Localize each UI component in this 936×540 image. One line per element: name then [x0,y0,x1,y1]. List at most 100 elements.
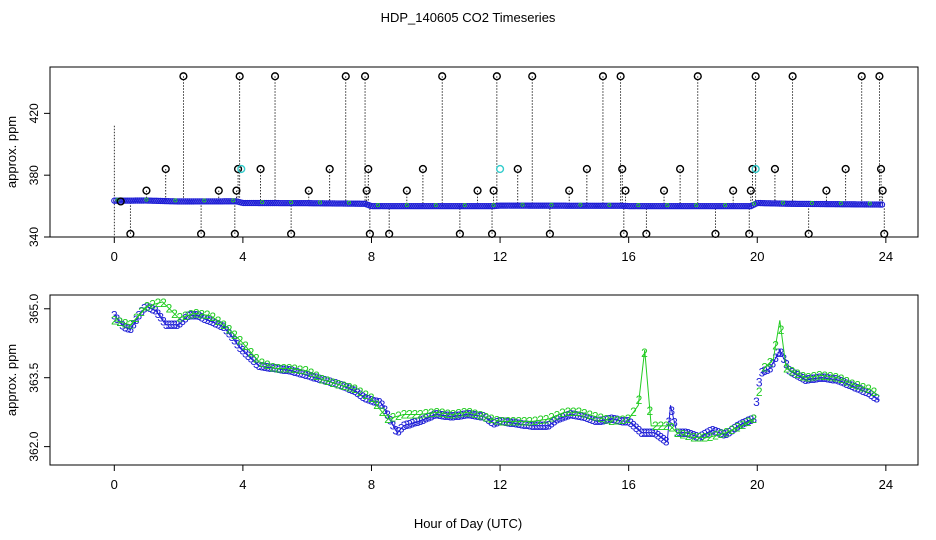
top-outlier-point [196,229,206,239]
bottom-series-blue-point: 3 [780,352,787,366]
bottom-y-axis-label: approx. ppm [4,344,19,416]
top-x-tick-label: 24 [879,249,893,264]
top-outlier-point [822,186,831,195]
top-series-point [197,198,205,205]
top-series-point [766,200,774,207]
bottom-series-green-point: 2 [821,369,828,383]
top-outlier-point [621,186,630,195]
top-series-point [128,197,135,204]
bottom-series-blue-point: 3 [810,372,817,386]
bottom-series-blue-point: 3 [412,416,419,430]
bottom-series-blue-point: 3 [461,408,468,422]
top-series-point [278,199,286,207]
bottom-series-blue-point: 3 [712,425,719,439]
bottom-series-blue-point: 3 [518,417,525,431]
top-outlier-point [270,72,280,81]
bottom-series-green-point: 2 [756,385,763,399]
top-series-point [138,197,145,204]
bottom-series-green-point: 2 [657,419,664,433]
top-series-point [527,202,535,209]
bottom-series-blue-point: 3 [256,359,263,373]
bottom-series-blue-point: 3 [636,424,643,438]
bottom-series-blue-point: 3 [305,369,312,383]
bottom-series-blue-point: 3 [770,356,777,370]
bottom-series-green-point: 2 [319,372,326,386]
top-series-point [126,197,133,204]
top-series-point [718,202,726,210]
bottom-series-green-point: 2 [647,404,654,418]
top-series-point [732,202,739,210]
bottom-series-blue-point: 3 [122,321,129,335]
bottom-series-blue-point: 3 [215,318,222,332]
bottom-series-green-point: 2 [401,407,408,421]
bottom-series-blue-point: 3 [789,365,796,379]
bottom-series-blue-point: 3 [726,425,733,439]
top-outlier-point [788,72,797,81]
bottom-series-green-point: 2 [690,430,697,444]
bottom-series-blue-point: 3 [444,409,451,423]
bottom-series-blue-point: 3 [851,380,858,394]
top-series-point [815,200,822,208]
top-outlier-point [711,229,720,239]
top-series-point [763,200,770,207]
top-series-point [705,202,712,210]
bottom-series-blue-point: 3 [783,358,790,372]
top-series-point [846,201,853,208]
bottom-series-green-point: 2 [116,315,123,329]
top-series-point [356,200,363,207]
bottom-series-green-point: 2 [619,413,626,427]
bottom-series-blue-point: 3 [403,418,410,432]
bottom-series-green-point: 2 [138,305,145,319]
bottom-series-blue-point: 3 [447,410,454,424]
bottom-series-green-point: 2 [734,421,741,435]
top-series-point [167,198,174,205]
top-series-point [203,198,211,205]
top-series-point [842,201,849,208]
top-series-point [626,202,633,210]
bottom-series-blue-point: 3 [551,415,558,429]
top-series-point [630,202,637,210]
top-series-point [653,202,660,210]
bottom-series-blue-point: 3 [521,418,528,432]
top-series-point [793,200,801,207]
top-series-point [813,200,820,208]
bottom-series-green-point: 2 [515,414,522,428]
top-series-point [568,202,575,209]
top-series-point [529,202,537,209]
top-outlier-point [161,164,170,174]
top-series-point [153,197,160,204]
top-outlier-point [841,164,850,174]
top-series-point [607,202,612,207]
bottom-series-green-point: 2 [444,407,451,421]
top-outlier-point [325,164,334,174]
top-series-point [464,202,471,210]
bottom-series-blue-point: 3 [198,311,205,325]
bottom-series-blue-point: 3 [589,413,596,427]
top-series-point [768,200,776,207]
top-outlier-point [565,186,574,195]
top-series-point [302,199,309,207]
top-series-point [792,200,799,207]
top-series-point [525,202,533,209]
bottom-series-green-point: 2 [373,398,380,412]
bottom-series-green-line [628,350,755,438]
bottom-series-green-point: 2 [351,382,358,396]
bottom-series-blue-point: 3 [283,363,290,377]
bottom-series-blue-point: 3 [177,317,184,331]
top-series-point [155,197,162,205]
top-series-point [446,202,454,210]
bottom-series-green-point: 2 [302,364,309,378]
top-outlier-point [880,229,889,239]
bottom-series-blue-point: 3 [379,398,386,412]
top-series-point [614,202,621,209]
bottom-series-blue-point: 3 [537,419,544,433]
bottom-series-blue-point: 3 [239,344,246,358]
top-series-point [433,203,438,208]
top-series-point [855,201,862,208]
bottom-series-blue-point: 3 [417,414,424,428]
bottom-series-blue-point: 3 [300,367,307,381]
top-series-point [379,202,386,210]
top-series-point [309,200,317,207]
top-series-point [485,202,492,210]
bottom-series-green-point: 2 [220,318,227,332]
